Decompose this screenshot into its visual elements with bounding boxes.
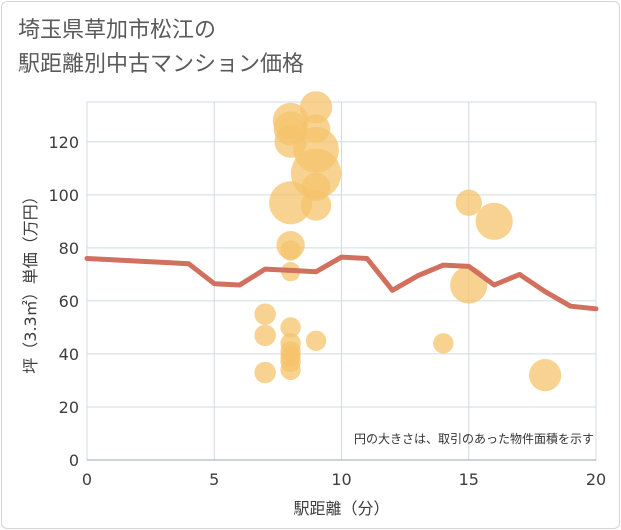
data-bubble <box>280 359 301 381</box>
x-tick-label: 15 <box>459 470 479 489</box>
data-bubble <box>254 324 276 347</box>
y-tick-label: 120 <box>48 133 79 152</box>
x-tick-label: 0 <box>82 470 92 489</box>
axes-layer: 0 20 40 60 80 100 120 0 5 10 15 20 <box>48 133 606 489</box>
data-bubble <box>529 359 562 392</box>
trend-layer <box>84 254 599 312</box>
size-note: 円の大きさは、取引のあった物件面積を示す <box>354 431 594 446</box>
data-bubble <box>280 317 301 338</box>
data-bubble <box>450 266 488 304</box>
data-bubble <box>299 91 333 124</box>
x-tick-label: 5 <box>209 470 219 489</box>
data-bubble <box>305 330 327 351</box>
data-bubble <box>254 303 276 325</box>
x-tick-label: 20 <box>586 470 606 489</box>
y-tick-label: 0 <box>69 451 79 470</box>
data-bubble <box>433 333 454 354</box>
y-axis-label: 坪（3.3㎡）単価（万円） <box>21 188 40 373</box>
x-axis-label: 駅距離（分） <box>293 499 389 518</box>
data-bubble <box>254 361 276 384</box>
grid-layer <box>86 101 597 461</box>
data-bubble <box>301 172 331 202</box>
data-bubble <box>455 189 482 216</box>
x-tick-label: 10 <box>331 470 351 489</box>
y-tick-label: 60 <box>59 292 79 311</box>
data-bubble <box>280 240 301 261</box>
trend-line <box>84 254 599 312</box>
y-tick-label: 100 <box>48 186 79 205</box>
y-tick-label: 80 <box>59 239 79 258</box>
data-bubble <box>301 114 331 143</box>
chart-title: 埼玉県草加市松江の 駅距離別中古マンション価格 <box>18 18 305 77</box>
y-tick-label: 40 <box>59 345 79 364</box>
bubble-layer <box>254 91 562 392</box>
data-bubble <box>274 125 307 158</box>
data-bubble <box>475 202 513 240</box>
y-tick-label: 20 <box>59 398 79 417</box>
data-bubble <box>269 181 313 225</box>
